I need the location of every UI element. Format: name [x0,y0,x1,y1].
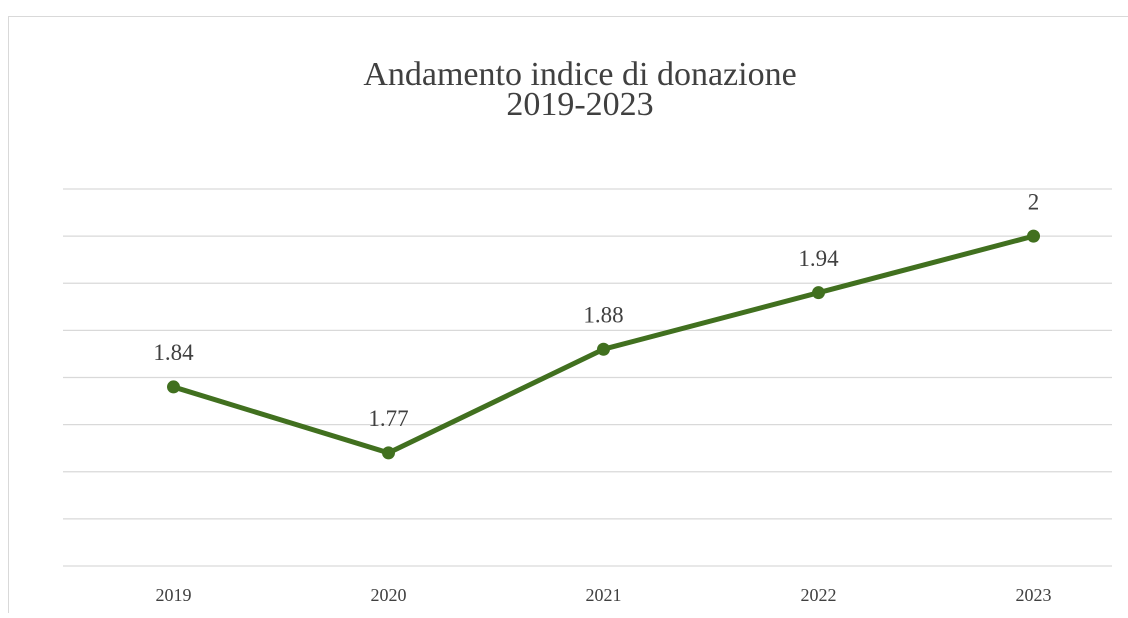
point [597,343,610,356]
chart-subtitle: 2019-2023 [506,86,653,123]
data-label: 1.88 [583,303,623,328]
point [1027,230,1040,243]
data-label: 1.77 [368,406,408,431]
data-label: 1.84 [153,340,194,365]
point [167,380,180,393]
x-tick-label: 2019 [156,585,192,605]
x-tick-label: 2022 [801,585,837,605]
x-tick-label: 2020 [371,585,407,605]
point [382,446,395,459]
data-label: 2 [1028,189,1040,214]
x-tick-label: 2021 [586,585,622,605]
data-label: 1.94 [798,246,839,271]
x-tick-label: 2023 [1016,585,1052,605]
point [812,286,825,299]
